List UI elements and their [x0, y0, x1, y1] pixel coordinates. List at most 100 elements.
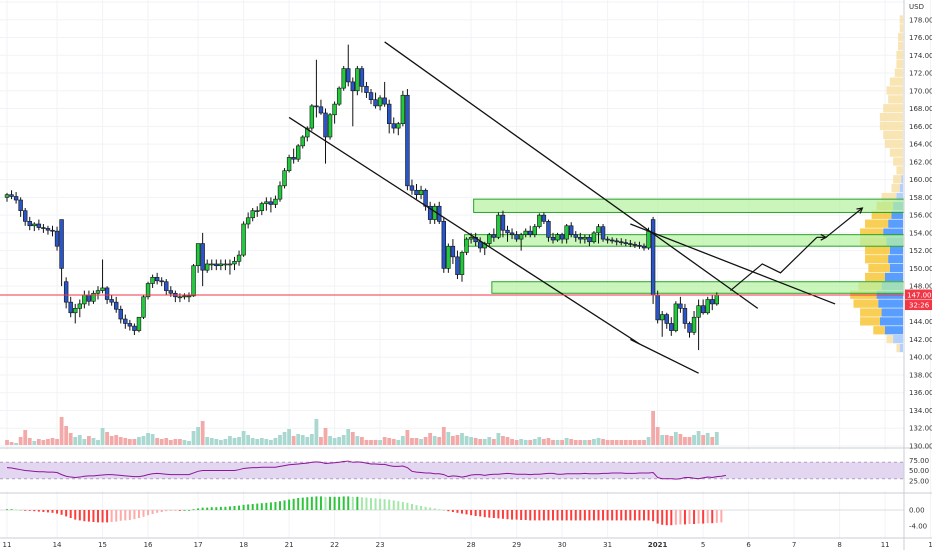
macd-hist-bar	[301, 497, 304, 510]
volume-bar	[560, 440, 564, 445]
volume-bar	[309, 434, 314, 445]
candle-up	[418, 189, 424, 195]
candle-down	[127, 323, 133, 327]
candle-down	[18, 199, 23, 211]
macd-hist-bar	[661, 510, 664, 525]
macd-hist-bar	[688, 510, 691, 524]
candle-up	[673, 303, 679, 331]
macd-hist-bar	[638, 510, 641, 521]
candle-down	[578, 237, 583, 240]
candle-down	[455, 256, 460, 275]
macd-hist-bar	[201, 507, 204, 510]
price-tick-label: 174.00	[909, 52, 932, 60]
volume-bar	[59, 417, 64, 445]
volume-bar	[519, 439, 524, 445]
macd-hist-bar	[561, 510, 564, 521]
candle-up	[282, 170, 287, 187]
macd-hist-bar	[342, 496, 345, 510]
candle-up	[355, 68, 360, 92]
volume-bar	[451, 436, 455, 445]
volume-bar	[150, 434, 155, 445]
time-tick-label: 30	[558, 541, 567, 549]
volume-bar	[287, 429, 291, 445]
volume-bar	[36, 439, 41, 445]
candle-up	[705, 299, 710, 314]
volume-bar	[118, 437, 123, 445]
macd-hist-bar	[442, 510, 445, 511]
profile-bar-up	[901, 175, 903, 184]
macd-hist-bar	[515, 510, 518, 520]
macd-hist-bar	[379, 498, 382, 510]
profile-bar-down	[896, 59, 903, 68]
profile-bar-down	[888, 95, 903, 104]
time-tick-label: 28	[467, 541, 476, 549]
macd-hist-bar	[524, 510, 527, 520]
candle-up	[77, 303, 83, 309]
profile-bar-down	[881, 192, 897, 202]
time-tick-label: 11	[3, 541, 12, 549]
volume-bar	[300, 435, 305, 445]
volume-bar	[137, 437, 141, 445]
volume-bar	[382, 437, 387, 445]
macd-hist-bar	[37, 510, 40, 512]
candle-up	[518, 234, 524, 240]
volume-bar	[446, 432, 451, 445]
macd-hist-bar	[265, 502, 268, 510]
volume-bar	[687, 437, 692, 445]
volume-bar	[82, 439, 87, 445]
price-tick-label: 160.00	[909, 176, 932, 184]
macd-hist-bar	[624, 510, 627, 521]
macd-hist-bar	[465, 510, 468, 515]
candle-up	[209, 263, 214, 266]
countdown-label: 32:26	[909, 302, 930, 310]
volume-bar	[264, 439, 269, 445]
candle-up	[136, 316, 142, 331]
volume-bar	[209, 438, 214, 445]
candle-up	[32, 223, 37, 227]
volume-bar	[168, 440, 173, 445]
drawing-trendlines	[288, 41, 864, 374]
macd-hist-bar	[56, 510, 59, 514]
candle-down	[59, 219, 64, 269]
candle-down	[36, 223, 42, 228]
macd-hist-bar	[424, 506, 427, 510]
price-tick-label: 134.00	[909, 407, 932, 415]
time-tick-label: 5	[701, 541, 705, 549]
macd-hist-bar	[483, 510, 486, 518]
volume-bar	[346, 429, 351, 445]
volume-bar	[501, 436, 505, 445]
candle-up	[177, 296, 183, 299]
macd-hist-bar	[615, 510, 618, 521]
price-tick-label: 130.00	[909, 443, 932, 451]
volume-bar	[246, 435, 251, 445]
candle-down	[541, 214, 547, 222]
candle-up	[82, 294, 87, 305]
profile-bar-up	[884, 272, 903, 282]
candle-down	[323, 112, 328, 138]
candle-down	[664, 314, 669, 324]
volume-bar	[155, 438, 160, 445]
profile-bar-down	[886, 86, 903, 95]
candle-down	[568, 225, 574, 235]
macd-hist-bar	[670, 510, 673, 526]
candle-down	[318, 106, 324, 114]
macd-hist-bar	[479, 510, 482, 517]
volume-bar	[423, 437, 428, 445]
candlestick-series	[4, 44, 720, 351]
macd-hist-bar	[410, 504, 413, 510]
candle-down	[609, 239, 615, 242]
price-tick-label: 142.00	[909, 336, 932, 344]
profile-bar-down	[896, 166, 903, 175]
macd-hist-bar	[137, 510, 140, 518]
volume-bar	[655, 427, 660, 445]
candle-down	[655, 294, 660, 321]
price-label-value: 147.00	[907, 292, 932, 300]
candle-down	[619, 241, 624, 244]
volume-bar	[437, 437, 442, 445]
macd-hist-bar	[720, 510, 723, 523]
volume-bar	[91, 438, 96, 445]
candle-up	[446, 245, 451, 269]
macd-hist-bar	[128, 510, 131, 520]
macd-hist-bar	[552, 510, 554, 521]
